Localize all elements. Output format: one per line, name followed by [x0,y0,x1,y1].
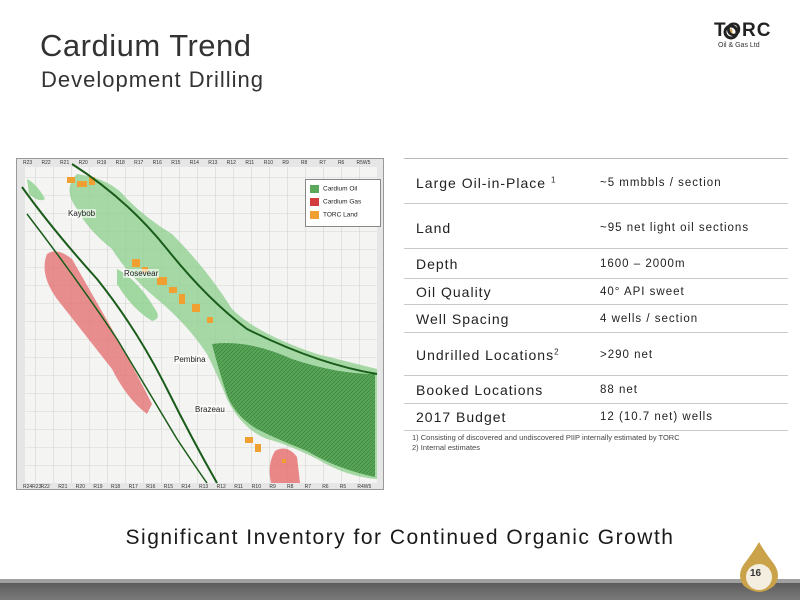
table-row: Undrilled Locations2 >290 net [404,333,788,376]
range-label: R16 [146,484,156,490]
footnotes: 1) Consisting of discovered and undiscov… [412,433,680,453]
table-row: Oil Quality 40° API sweet [404,279,788,305]
footer-bar [0,583,800,600]
range-label: R9 [282,160,289,166]
map-legend: Cardium Oil Cardium Gas TORC Land [305,179,381,227]
row-value: >290 net [600,349,654,361]
range-label: R22 [41,160,51,166]
place-label: Brazeau [194,405,226,414]
range-label: R9 [269,484,276,490]
range-label: R6 [322,484,329,490]
place-label: Kaybob [67,209,97,218]
range-label: R11 [245,160,255,166]
range-label: R11 [234,484,243,490]
gas-zone-south [269,448,300,483]
tagline: Significant Inventory for Continued Orga… [125,526,675,549]
range-label: R4W5 [357,484,372,490]
table-row: 2017 Budget 12 (10.7 net) wells [404,404,788,431]
range-label: R17 [128,484,138,490]
row-label: Large Oil-in-Place 1 [416,175,557,191]
logo-text: TORC [714,20,772,41]
row-label: Booked Locations [416,382,544,398]
legend-swatch-gas [310,198,319,206]
row-value: 4 wells / section [600,313,699,325]
gas-zone-west [44,251,152,414]
range-label: R6 [337,160,345,166]
legend-item: Cardium Oil [310,185,357,195]
range-label: R7 [304,484,311,490]
range-label: R23 [23,160,33,166]
range-label: R20 [75,484,85,490]
range-label: R13 [208,160,218,166]
range-label: R24R23 [23,484,42,490]
range-label: R10 [263,160,274,166]
range-label: R12 [226,160,236,166]
row-label: Depth [416,256,459,272]
page-badge [736,540,782,592]
row-value: 1600 – 2000m [600,258,686,270]
range-label: R21 [60,160,70,166]
range-label: R21 [58,484,68,490]
legend-swatch-land [310,211,319,219]
place-label: Rosevear [123,269,160,278]
row-label: Land [416,220,452,236]
page-number: 16 [750,568,762,579]
footer-strip [0,579,800,583]
legend-swatch-oil [310,185,319,193]
range-label: R22 [40,484,50,490]
logo-tagline: Oil & Gas Ltd [718,42,760,49]
oil-trend-core [212,343,375,477]
range-label: R14 [181,484,191,490]
page-subtitle: Development Drilling [41,67,264,92]
legend-item: Cardium Gas [310,198,361,208]
row-label: 2017 Budget [416,409,507,425]
range-label: R15 [171,160,181,166]
range-label: R13 [199,484,209,490]
map-graphic [17,159,383,489]
range-label: R15 [163,484,173,490]
range-label: R10 [251,484,261,490]
range-label: R14 [189,160,199,166]
row-value: ~95 net light oil sections [600,222,750,234]
range-label: R8 [287,484,294,490]
row-value: 88 net [600,384,638,396]
table-row: Booked Locations 88 net [404,376,788,404]
range-label: R7 [319,160,326,166]
range-label: R17 [134,160,144,166]
range-label: R8 [300,160,308,166]
range-label: R18 [111,484,121,490]
row-value: 40° API sweet [600,286,685,298]
place-label: Pembina [173,355,207,364]
row-value: ~5 mmbbls / section [600,177,722,189]
torc-land [67,177,286,463]
table-row: Large Oil-in-Place 1 ~5 mmbbls / section [404,159,788,204]
company-logo: TORC Oil & Gas Ltd [704,20,782,60]
range-label: R20 [78,160,88,166]
legend-item: TORC Land [310,211,358,221]
table-row: Depth 1600 – 2000m [404,249,788,279]
row-value: 12 (10.7 net) wells [600,411,713,423]
range-label: R19 [97,160,107,166]
key-metrics-table: Large Oil-in-Place 1 ~5 mmbbls / section… [404,158,788,431]
range-label: R5 [339,484,347,490]
footnote: 2) Internal estimates [412,443,480,452]
table-row: Land ~95 net light oil sections [404,204,788,249]
range-label: R19 [93,484,103,490]
cardium-map: Cardium Oil Cardium Gas TORC Land Kaybob… [16,158,384,490]
row-label: Well Spacing [416,311,510,327]
range-label: R12 [216,484,226,490]
range-label: R5W5 [356,160,371,166]
page-title: Cardium Trend [40,28,252,63]
row-label: Undrilled Locations2 [416,347,560,363]
table-row: Well Spacing 4 wells / section [404,305,788,333]
range-label: R16 [152,160,162,166]
range-label: R18 [115,160,125,166]
row-label: Oil Quality [416,284,492,300]
footnote: 1) Consisting of discovered and undiscov… [412,433,680,442]
